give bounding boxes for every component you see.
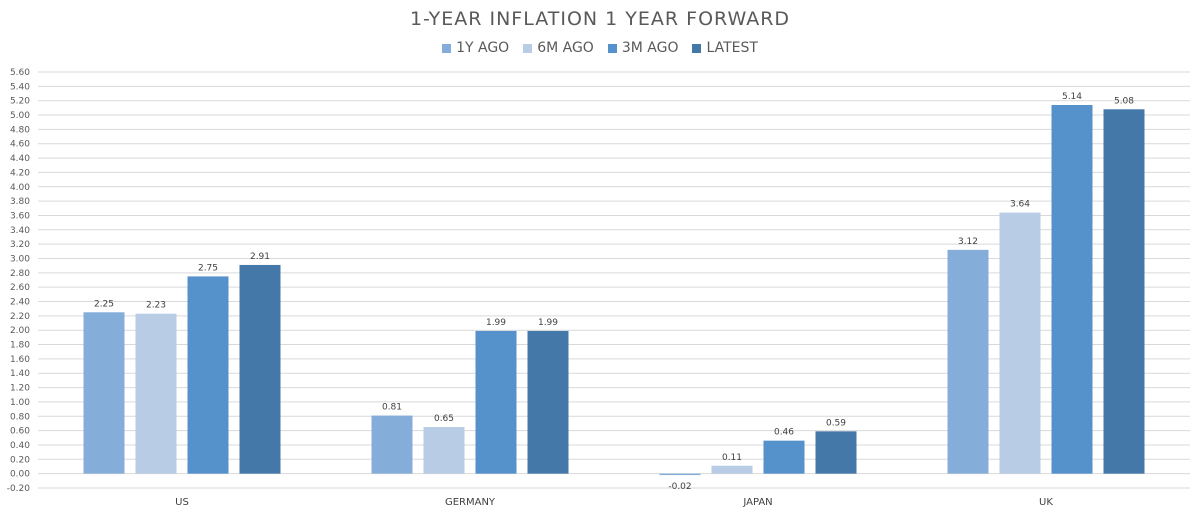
y-tick-label: 3.60 — [10, 211, 30, 221]
bar — [711, 465, 753, 474]
y-axis-ticks: -0.20 0.00 0.20 0.40 0.60 0.80 1.00 1.20 1.40 1.6… — [7, 68, 31, 494]
y-tick-label: 3.20 — [10, 240, 30, 250]
y-tick-label: 5.40 — [10, 82, 30, 92]
legend-item-1y-ago: 1Y AGO — [442, 40, 509, 56]
data-labels: 2.25 2.23 2.75 2.91 0.81 0.65 1.99 1.99 -0.02 0.1… — [94, 92, 1134, 492]
legend-item-latest: LATEST — [692, 40, 758, 56]
bar — [371, 415, 413, 474]
data-label: -0.02 — [668, 482, 691, 492]
data-label: 0.46 — [774, 428, 794, 438]
bar — [763, 440, 805, 474]
y-tick-label: 1.60 — [10, 355, 30, 365]
y-tick-label: -0.20 — [7, 484, 31, 494]
data-label: 0.59 — [826, 418, 846, 428]
bar — [475, 330, 517, 474]
data-label: 1.99 — [486, 318, 506, 328]
data-label: 2.91 — [250, 252, 270, 262]
bars — [83, 104, 1145, 476]
data-label: 2.25 — [94, 299, 114, 309]
legend-swatch-1y-ago — [442, 43, 452, 53]
data-label: 2.23 — [146, 301, 166, 311]
y-tick-label: 1.80 — [10, 341, 30, 351]
y-tick-label: 0.00 — [10, 470, 30, 480]
y-tick-label: 2.80 — [10, 269, 30, 279]
y-tick-label: 2.00 — [10, 326, 30, 336]
y-tick-label: 4.60 — [10, 140, 30, 150]
y-tick-label: 1.00 — [10, 398, 30, 408]
y-tick-label: 0.80 — [10, 412, 30, 422]
legend-label-3m-ago: 3M AGO — [621, 40, 679, 56]
y-tick-label: 4.20 — [10, 168, 30, 178]
data-label: 5.14 — [1062, 92, 1082, 102]
bar — [83, 312, 125, 474]
chart-legend: 1Y AGO 6M AGO 3M AGO LATEST — [0, 40, 1200, 56]
x-category-label: US — [175, 497, 189, 508]
bar — [187, 276, 229, 474]
bar — [659, 473, 701, 476]
y-tick-label: 3.80 — [10, 197, 30, 207]
data-label: 3.64 — [1010, 200, 1030, 210]
y-tick-label: 5.00 — [10, 111, 30, 121]
y-tick-label: 5.20 — [10, 97, 30, 107]
data-label: 0.65 — [434, 414, 454, 424]
bar — [999, 212, 1041, 474]
bar — [423, 427, 465, 474]
legend-item-3m-ago: 3M AGO — [607, 40, 679, 56]
y-tick-label: 1.40 — [10, 369, 30, 379]
x-category-label: UK — [1039, 497, 1053, 508]
bar — [135, 313, 177, 474]
x-category-label: GERMANY — [445, 497, 496, 508]
data-label: 0.11 — [722, 453, 742, 463]
legend-label-1y-ago: 1Y AGO — [456, 40, 510, 56]
bar — [1051, 104, 1093, 474]
legend-label-6m-ago: 6M AGO — [537, 40, 594, 56]
data-label: 2.75 — [198, 263, 218, 273]
data-label: 5.08 — [1114, 96, 1134, 106]
bar — [815, 431, 857, 474]
y-tick-label: 1.20 — [10, 384, 30, 394]
x-category-label: JAPAN — [742, 497, 772, 508]
y-tick-label: 5.60 — [10, 68, 30, 78]
legend-swatch-6m-ago — [523, 43, 533, 53]
data-label: 3.12 — [958, 237, 978, 247]
y-tick-label: 2.20 — [10, 312, 30, 322]
x-axis-categories: US GERMANY JAPAN UK — [175, 497, 1053, 508]
y-tick-label: 4.40 — [10, 154, 30, 164]
y-tick-label: 0.40 — [10, 441, 30, 451]
y-tick-label: 2.60 — [10, 283, 30, 293]
gridlines — [38, 71, 1190, 489]
bar — [239, 264, 281, 474]
y-tick-label: 4.00 — [10, 183, 30, 193]
y-tick-label: 0.60 — [10, 427, 30, 437]
legend-item-6m-ago: 6M AGO — [523, 40, 594, 56]
y-tick-label: 0.20 — [10, 455, 30, 465]
chart-title: 1-YEAR INFLATION 1 YEAR FORWARD — [409, 8, 791, 30]
bar — [1103, 109, 1145, 474]
data-label: 1.99 — [538, 318, 558, 328]
y-tick-label: 3.40 — [10, 226, 30, 236]
legend-swatch-3m-ago — [607, 43, 617, 53]
bar — [527, 330, 569, 474]
legend-swatch-latest — [692, 43, 702, 53]
data-label: 0.81 — [382, 403, 402, 413]
bar — [947, 249, 989, 474]
y-tick-label: 2.40 — [10, 298, 30, 308]
legend-label-latest: LATEST — [706, 40, 758, 56]
y-tick-label: 4.80 — [10, 125, 30, 135]
y-tick-label: 3.00 — [10, 254, 30, 264]
